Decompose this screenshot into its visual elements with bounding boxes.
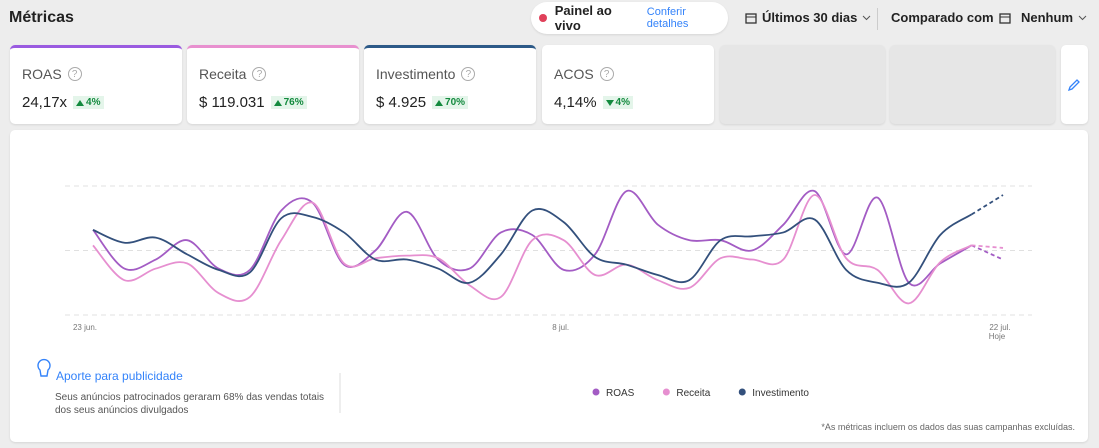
tip-title: Aporte para publicidade — [56, 369, 183, 383]
metric-value: $ 4.925 — [376, 94, 427, 111]
legend-swatch — [662, 388, 670, 396]
metric-label: ACOS — [554, 66, 594, 82]
metric-card[interactable]: ACOS? 4,14% 4% — [542, 45, 714, 124]
chart: 23 jun. 8 jul. 22 jul.Hoje ROAS Receita Inves… — [37, 185, 1075, 432]
page-title: Métricas — [9, 9, 74, 26]
chevron — [863, 15, 871, 20]
help-icon: ? — [252, 67, 267, 81]
metric-change: 70% — [432, 96, 469, 109]
help-icon: ? — [599, 67, 614, 81]
metric-value-row: 4,14% 4% — [554, 94, 702, 111]
chevron — [1078, 15, 1087, 20]
x-tick-label: 23 jun. — [73, 323, 97, 332]
change-value: 70% — [445, 97, 466, 108]
metric-card[interactable]: Investimento? $ 4.925 70% — [364, 45, 536, 124]
change-arrow — [76, 99, 85, 106]
tip-box: Seus anúncios patrocinados geraram 68% d… — [55, 392, 325, 416]
live-link[interactable]: Conferir detalhes — [646, 6, 689, 30]
metric-value-row: 24,17x 4% — [22, 94, 170, 111]
series-line — [971, 244, 1004, 249]
period-label: Últimos 30 dias — [762, 10, 858, 25]
change-arrow — [605, 99, 614, 106]
metric-label: Receita — [199, 66, 247, 82]
help-icon: ? — [67, 67, 82, 81]
metric-value-row: $ 119.031 76% — [199, 94, 347, 111]
metric-label-row: ACOS? — [554, 66, 702, 82]
today-label: Hoje — [989, 332, 1006, 341]
tip-text: Seus anúncios patrocinados geraram 68% d… — [55, 392, 325, 416]
bulb-icon — [37, 358, 51, 377]
legend-label: Receita — [676, 388, 710, 399]
metric-label: ROAS — [22, 66, 62, 82]
calendar-icon — [745, 12, 757, 24]
edit-button[interactable] — [1061, 45, 1088, 124]
series-line — [92, 194, 973, 305]
metric-value-row: $ 4.925 70% — [376, 94, 524, 111]
footnote: *As métricas incluem os dados das suas c… — [821, 422, 1075, 432]
change-arrow — [435, 99, 444, 106]
help-icon: ? — [461, 67, 476, 81]
change-arrow — [273, 99, 282, 106]
metric-value: $ 119.031 — [199, 94, 265, 111]
live-label: Painel ao vivo — [554, 3, 612, 33]
metric-label-row: ROAS? — [22, 66, 170, 82]
metric-label-row: Receita? — [199, 66, 347, 82]
metric-label-row: Investimento? — [376, 66, 524, 82]
legend-swatch — [592, 388, 600, 396]
compare-label: Comparado com — [891, 10, 994, 25]
metric-change: 4% — [602, 96, 633, 109]
x-tick-label: 8 jul. — [552, 323, 569, 332]
empty-card[interactable] — [720, 45, 885, 124]
metric-value: 4,14% — [554, 94, 597, 111]
series-line — [92, 208, 973, 288]
chart-panel: 23 jun. 8 jul. 22 jul. Hoje ROAS Receita Inves… — [10, 130, 1088, 442]
legend-swatch — [738, 388, 746, 396]
metric-change: 4% — [73, 96, 104, 109]
legend-label: ROAS — [606, 388, 635, 399]
metric-change: 76% — [270, 96, 307, 109]
compare-select[interactable]: Nenhum — [1021, 10, 1087, 25]
live-panel[interactable]: Painel ao vivo Conferir detalhes — [531, 2, 728, 34]
calendar-icon — [998, 12, 1011, 24]
metric-value: 24,17x — [22, 94, 68, 111]
change-value: 4% — [86, 97, 101, 108]
metric-card[interactable]: Receita? $ 119.031 76% — [187, 45, 359, 124]
metric-card[interactable]: ROAS? 24,17x 4% — [10, 45, 182, 124]
metric-label: Investimento — [376, 66, 456, 82]
empty-card[interactable] — [890, 45, 1055, 124]
compare: Comparado com — [891, 10, 1011, 25]
separator — [877, 8, 878, 30]
compare-value: Nenhum — [1021, 10, 1073, 25]
x-tick-label: 22 jul. — [989, 323, 1010, 332]
pencil-icon — [1067, 79, 1080, 92]
period-select[interactable]: Últimos 30 dias — [745, 10, 871, 25]
live-dot — [539, 14, 547, 22]
change-value: 4% — [615, 97, 630, 108]
legend-label: Investimento — [752, 388, 809, 399]
change-value: 76% — [283, 97, 304, 108]
series-line — [971, 194, 1004, 216]
